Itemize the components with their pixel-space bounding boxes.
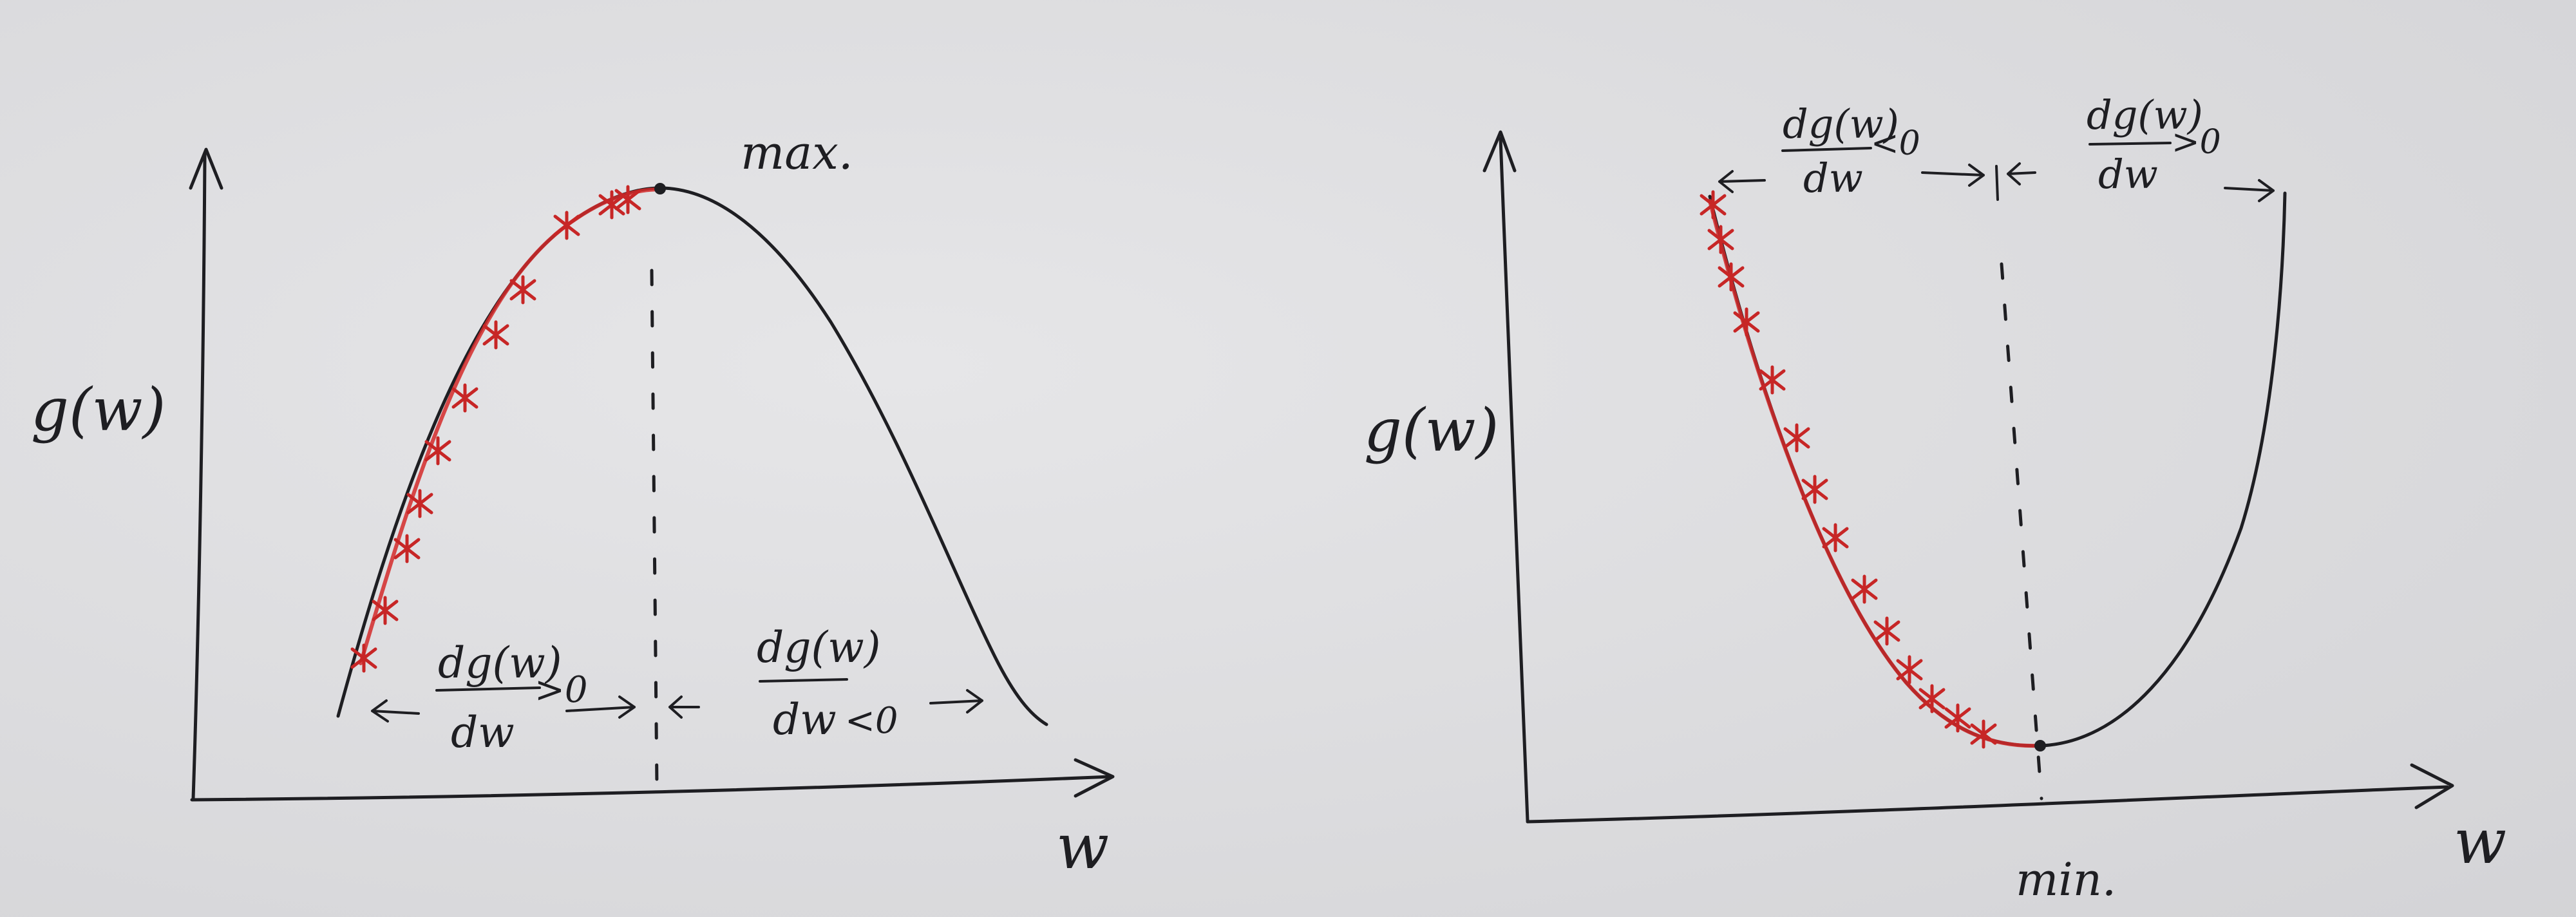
step-marker	[1783, 423, 1810, 453]
left-region-relation: >0	[535, 669, 588, 711]
right-region-fraction-bar	[759, 678, 848, 683]
right-region-divider-tick	[1995, 165, 1999, 201]
right-x-axis-label: w	[2454, 806, 2506, 878]
step-marker	[598, 190, 625, 220]
left-concave-curve	[336, 186, 1048, 726]
right-left-region-numerator: dg(w)	[1783, 100, 1899, 147]
step-marker	[1733, 307, 1760, 337]
right-region-denominator: dw	[773, 695, 837, 744]
right-region-arrow-right	[929, 689, 983, 714]
right-right-region-relation: >0	[2172, 123, 2221, 162]
step-marker	[1718, 262, 1745, 292]
step-marker	[372, 596, 399, 625]
step-marker	[509, 275, 536, 305]
right-step-markers	[1700, 190, 1997, 749]
right-region-relation: <0	[845, 700, 898, 742]
left-x-axis-arrowhead	[1074, 758, 1115, 798]
step-marker	[1944, 703, 1971, 733]
step-marker	[553, 211, 580, 240]
right-left-region-relation: <0	[1871, 124, 1920, 163]
step-marker	[1707, 225, 1734, 254]
left-region-arrow-in	[668, 695, 700, 719]
right-minimum-label: min.	[2016, 853, 2116, 906]
right-y-axis	[1499, 137, 1530, 823]
step-marker	[1801, 475, 1828, 504]
left-region-arrow-left	[371, 699, 420, 723]
step-marker	[482, 320, 509, 350]
left-x-axis	[190, 775, 1113, 802]
right-right-region-arrow-in	[2007, 162, 2036, 185]
left-step-markers	[350, 185, 641, 673]
step-marker	[393, 534, 421, 563]
step-marker	[1970, 719, 1997, 749]
right-right-region-fraction-bar	[2088, 142, 2172, 146]
right-y-axis-arrowhead	[1482, 130, 1517, 173]
left-x-axis-label: w	[1056, 811, 1109, 883]
step-marker	[424, 436, 451, 466]
right-minimum-point	[2034, 740, 2046, 752]
step-marker	[406, 489, 433, 518]
step-marker	[1918, 684, 1946, 714]
left-maximum-dashed-line	[650, 269, 659, 788]
left-region-denominator: dw	[451, 708, 515, 757]
right-x-axis	[1526, 785, 2449, 824]
step-marker	[1851, 574, 1878, 604]
right-minimum-dashed-line	[2000, 262, 2043, 800]
right-y-axis-label: g(w)	[1364, 396, 1499, 465]
left-region-arrow-right	[565, 695, 636, 719]
right-left-region-denominator: dw	[1803, 155, 1863, 202]
left-y-axis	[191, 153, 207, 800]
right-left-region-arrow-right	[1921, 164, 1985, 187]
right-right-region-denominator: dw	[2098, 151, 2158, 198]
left-maximum-point	[654, 183, 666, 194]
left-region-numerator: dg(w)	[438, 638, 562, 688]
step-marker	[614, 185, 641, 214]
step-marker	[1759, 365, 1786, 395]
left-panel: g(w) w max. dg(w) dw >0 dg(w) dw <0	[31, 126, 1115, 883]
right-panel: g(w) w min. dg(w) dw <0 dg(w) dw >0	[1364, 91, 2506, 906]
right-region-numerator: dg(w)	[757, 623, 881, 672]
right-right-region-numerator: dg(w)	[2087, 91, 2203, 138]
right-right-region-arrow-right	[2224, 179, 2275, 202]
step-marker	[451, 383, 478, 413]
step-marker	[350, 643, 377, 673]
right-left-region-arrow-left	[1718, 170, 1766, 193]
step-marker	[1873, 616, 1900, 646]
left-maximum-label: max.	[741, 126, 853, 180]
left-y-axis-arrowhead	[189, 147, 223, 190]
left-region-fraction-bar	[435, 686, 541, 692]
step-marker	[1700, 190, 1727, 220]
right-x-axis-arrowhead	[2410, 763, 2454, 809]
step-marker	[1822, 523, 1849, 553]
right-left-region-fraction-bar	[1781, 147, 1872, 152]
step-marker	[1896, 655, 1923, 685]
left-y-axis-label: g(w)	[31, 375, 166, 444]
